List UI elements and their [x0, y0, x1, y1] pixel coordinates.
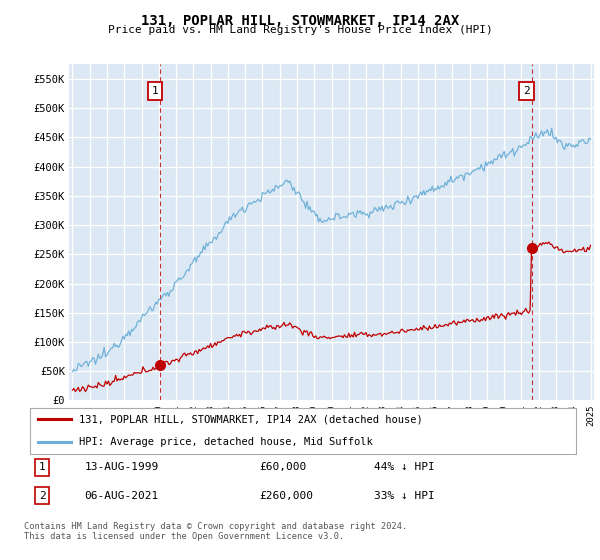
Text: 1: 1	[152, 86, 158, 96]
Text: £260,000: £260,000	[259, 491, 313, 501]
Text: 44% ↓ HPI: 44% ↓ HPI	[374, 463, 435, 473]
Text: Price paid vs. HM Land Registry's House Price Index (HPI): Price paid vs. HM Land Registry's House …	[107, 25, 493, 35]
Text: 131, POPLAR HILL, STOWMARKET, IP14 2AX (detached house): 131, POPLAR HILL, STOWMARKET, IP14 2AX (…	[79, 414, 423, 424]
Text: 06-AUG-2021: 06-AUG-2021	[85, 491, 159, 501]
Text: 131, POPLAR HILL, STOWMARKET, IP14 2AX: 131, POPLAR HILL, STOWMARKET, IP14 2AX	[141, 14, 459, 28]
Text: 1: 1	[38, 463, 46, 473]
Text: 13-AUG-1999: 13-AUG-1999	[85, 463, 159, 473]
Text: Contains HM Land Registry data © Crown copyright and database right 2024.
This d: Contains HM Land Registry data © Crown c…	[24, 522, 407, 542]
Text: 33% ↓ HPI: 33% ↓ HPI	[374, 491, 435, 501]
Text: £60,000: £60,000	[259, 463, 307, 473]
Text: HPI: Average price, detached house, Mid Suffolk: HPI: Average price, detached house, Mid …	[79, 437, 373, 447]
Text: 2: 2	[523, 86, 530, 96]
Text: 2: 2	[38, 491, 46, 501]
